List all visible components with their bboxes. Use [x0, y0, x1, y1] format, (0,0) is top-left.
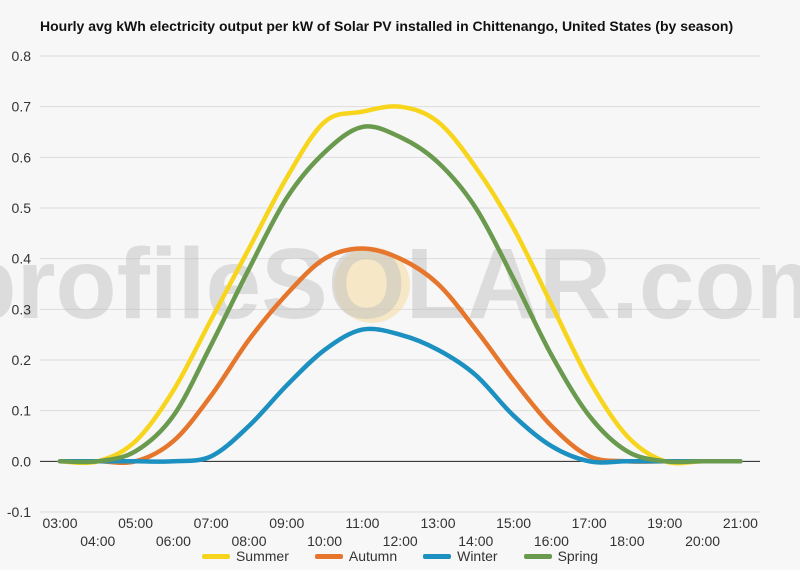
x-tick-label: 20:00: [685, 533, 720, 549]
y-tick-label: 0.1: [12, 403, 32, 419]
legend-label: Winter: [457, 548, 498, 564]
x-tick-label: 13:00: [420, 515, 455, 531]
axis-layer: -0.1 0.0 0.1 0.2 0.3 0.4 0.5 0.6 0.7 0.8 03:0004:0…: [7, 48, 760, 549]
y-tick-label: 0.3: [12, 301, 32, 317]
chart-title: Hourly avg kWh electricity output per kW…: [40, 18, 734, 34]
legend-item-spring: Spring: [523, 548, 599, 564]
x-tick-label: 03:00: [42, 515, 77, 531]
watermark-sun-icon: [334, 247, 410, 323]
y-tick-label: 0.4: [12, 251, 32, 267]
legend-label: Spring: [557, 548, 599, 564]
legend-swatch: [314, 553, 343, 559]
x-tick-label: 19:00: [647, 515, 682, 531]
y-tick-label: 0.5: [12, 200, 32, 216]
watermark-text: profileSOLAR.com: [0, 228, 800, 340]
x-tick-label: 11:00: [345, 515, 379, 531]
legend-swatch: [201, 553, 230, 559]
legend-label: Autumn: [348, 548, 398, 564]
x-tick-label: 06:00: [156, 533, 191, 549]
x-tick-label: 14:00: [458, 533, 493, 549]
legend-label: Summer: [235, 548, 289, 564]
series-line-summer: [57, 104, 743, 466]
y-tick-label: 0.0: [12, 453, 32, 469]
series-line-winter: [57, 326, 743, 465]
legend-swatch: [523, 553, 552, 559]
series-line-spring: [57, 124, 743, 465]
x-tick-label: 04:00: [80, 533, 115, 549]
x-tick-label: 17:00: [572, 515, 607, 531]
x-tick-label: 18:00: [609, 533, 644, 549]
x-tick-label: 08:00: [231, 533, 266, 549]
y-tick-label: 0.7: [12, 99, 32, 115]
x-tick-label: 05:00: [118, 515, 153, 531]
x-tick-label: 09:00: [269, 515, 304, 531]
y-tick-label: 0.8: [12, 48, 32, 64]
x-tick-label: 16:00: [534, 533, 569, 549]
y-tick-label: 0.6: [12, 149, 32, 165]
legend-item-autumn: Autumn: [314, 548, 398, 564]
y-tick-label: -0.1: [7, 504, 31, 520]
x-tick-label: 07:00: [194, 515, 229, 531]
legend-swatch: [423, 553, 452, 559]
x-tick-label: 10:00: [307, 533, 342, 549]
series-layer: [57, 104, 743, 466]
x-tick-label: 15:00: [496, 515, 531, 531]
x-tick-label: 12:00: [383, 533, 418, 549]
y-tick-label: 0.2: [12, 352, 32, 368]
watermark-layer: profileSOLAR.com: [0, 228, 800, 340]
legend-item-summer: Summer: [201, 548, 289, 564]
legend: Summer Autumn Winter Spring: [0, 548, 800, 564]
x-tick-label: 21:00: [723, 515, 758, 531]
legend-item-winter: Winter: [423, 548, 498, 564]
